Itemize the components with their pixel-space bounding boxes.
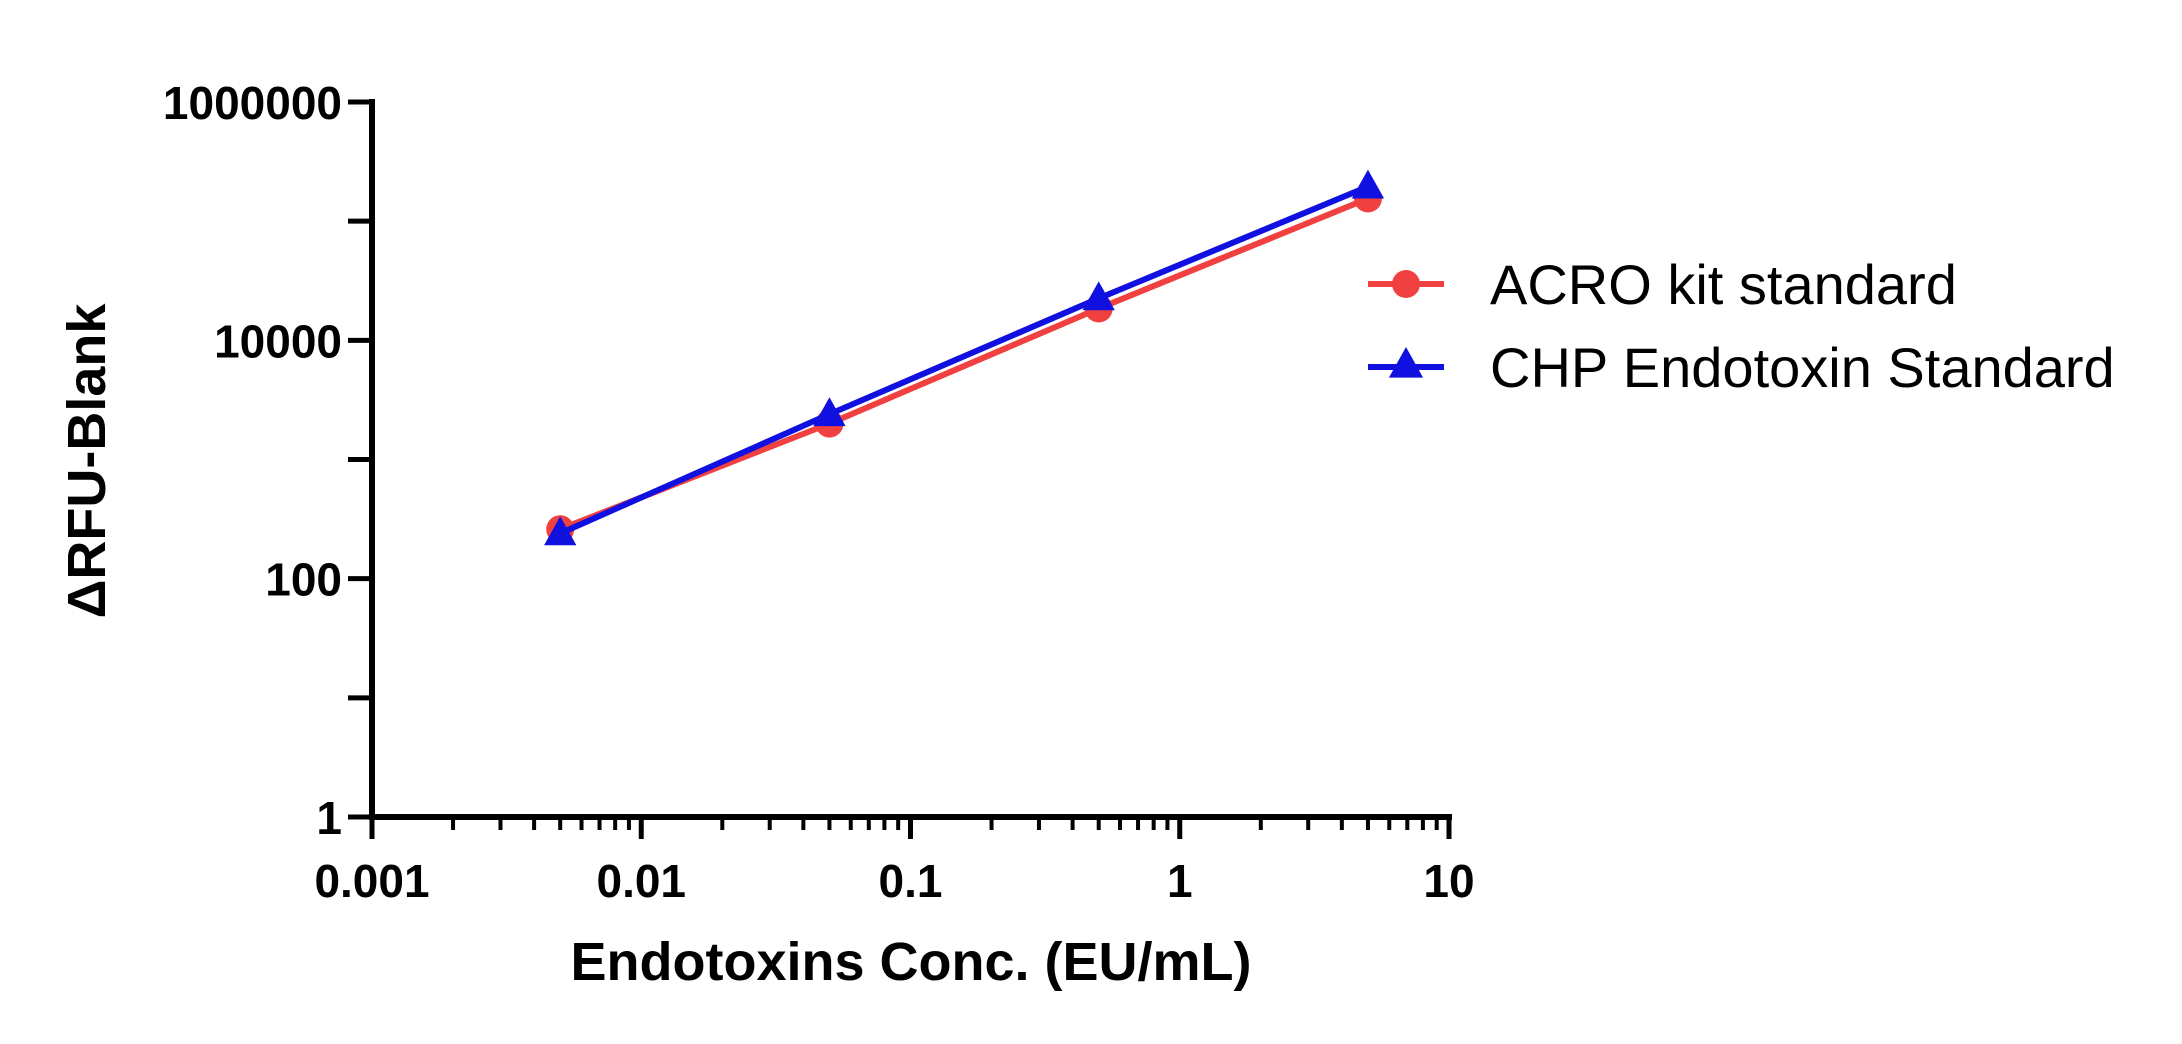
legend-marker (1388, 347, 1424, 378)
x-tick-label: 0.1 (879, 855, 943, 907)
y-tick-label: 100 (265, 554, 342, 606)
axes: 0.001 0.01 0.1 1 10 1 100 10000 1000000 (163, 77, 1475, 907)
x-tick-label: 0.01 (596, 855, 686, 907)
x-tick-label: 10 (1423, 855, 1474, 907)
legend-marker (1392, 270, 1420, 298)
y-tick-label: 10000 (214, 315, 342, 367)
legend-label: CHP Endotoxin Standard (1490, 336, 2115, 399)
data-point (813, 397, 846, 427)
x-axis-title: Endotoxins Conc. (EU/mL) (571, 932, 1252, 992)
legend-item: CHP Endotoxin Standard (1368, 336, 2115, 399)
series-1 (546, 184, 1382, 544)
y-tick-label: 1 (316, 792, 342, 844)
series-layer (544, 169, 1385, 546)
y-axis-title: ΔRFU-Blank (57, 303, 117, 619)
series-line (558, 183, 1370, 537)
data-point (544, 516, 577, 546)
legend-label: ACRO kit standard (1490, 253, 1957, 316)
x-tick-label: 0.001 (314, 855, 429, 907)
series-2 (544, 169, 1385, 546)
x-tick-label: 1 (1167, 855, 1193, 907)
legend: ACRO kit standard CHP Endotoxin Standard (1368, 253, 2115, 399)
y-tick-label: 1000000 (163, 77, 342, 129)
data-point (1351, 169, 1385, 199)
data-point (1082, 281, 1115, 311)
legend-item: ACRO kit standard (1368, 253, 1957, 316)
